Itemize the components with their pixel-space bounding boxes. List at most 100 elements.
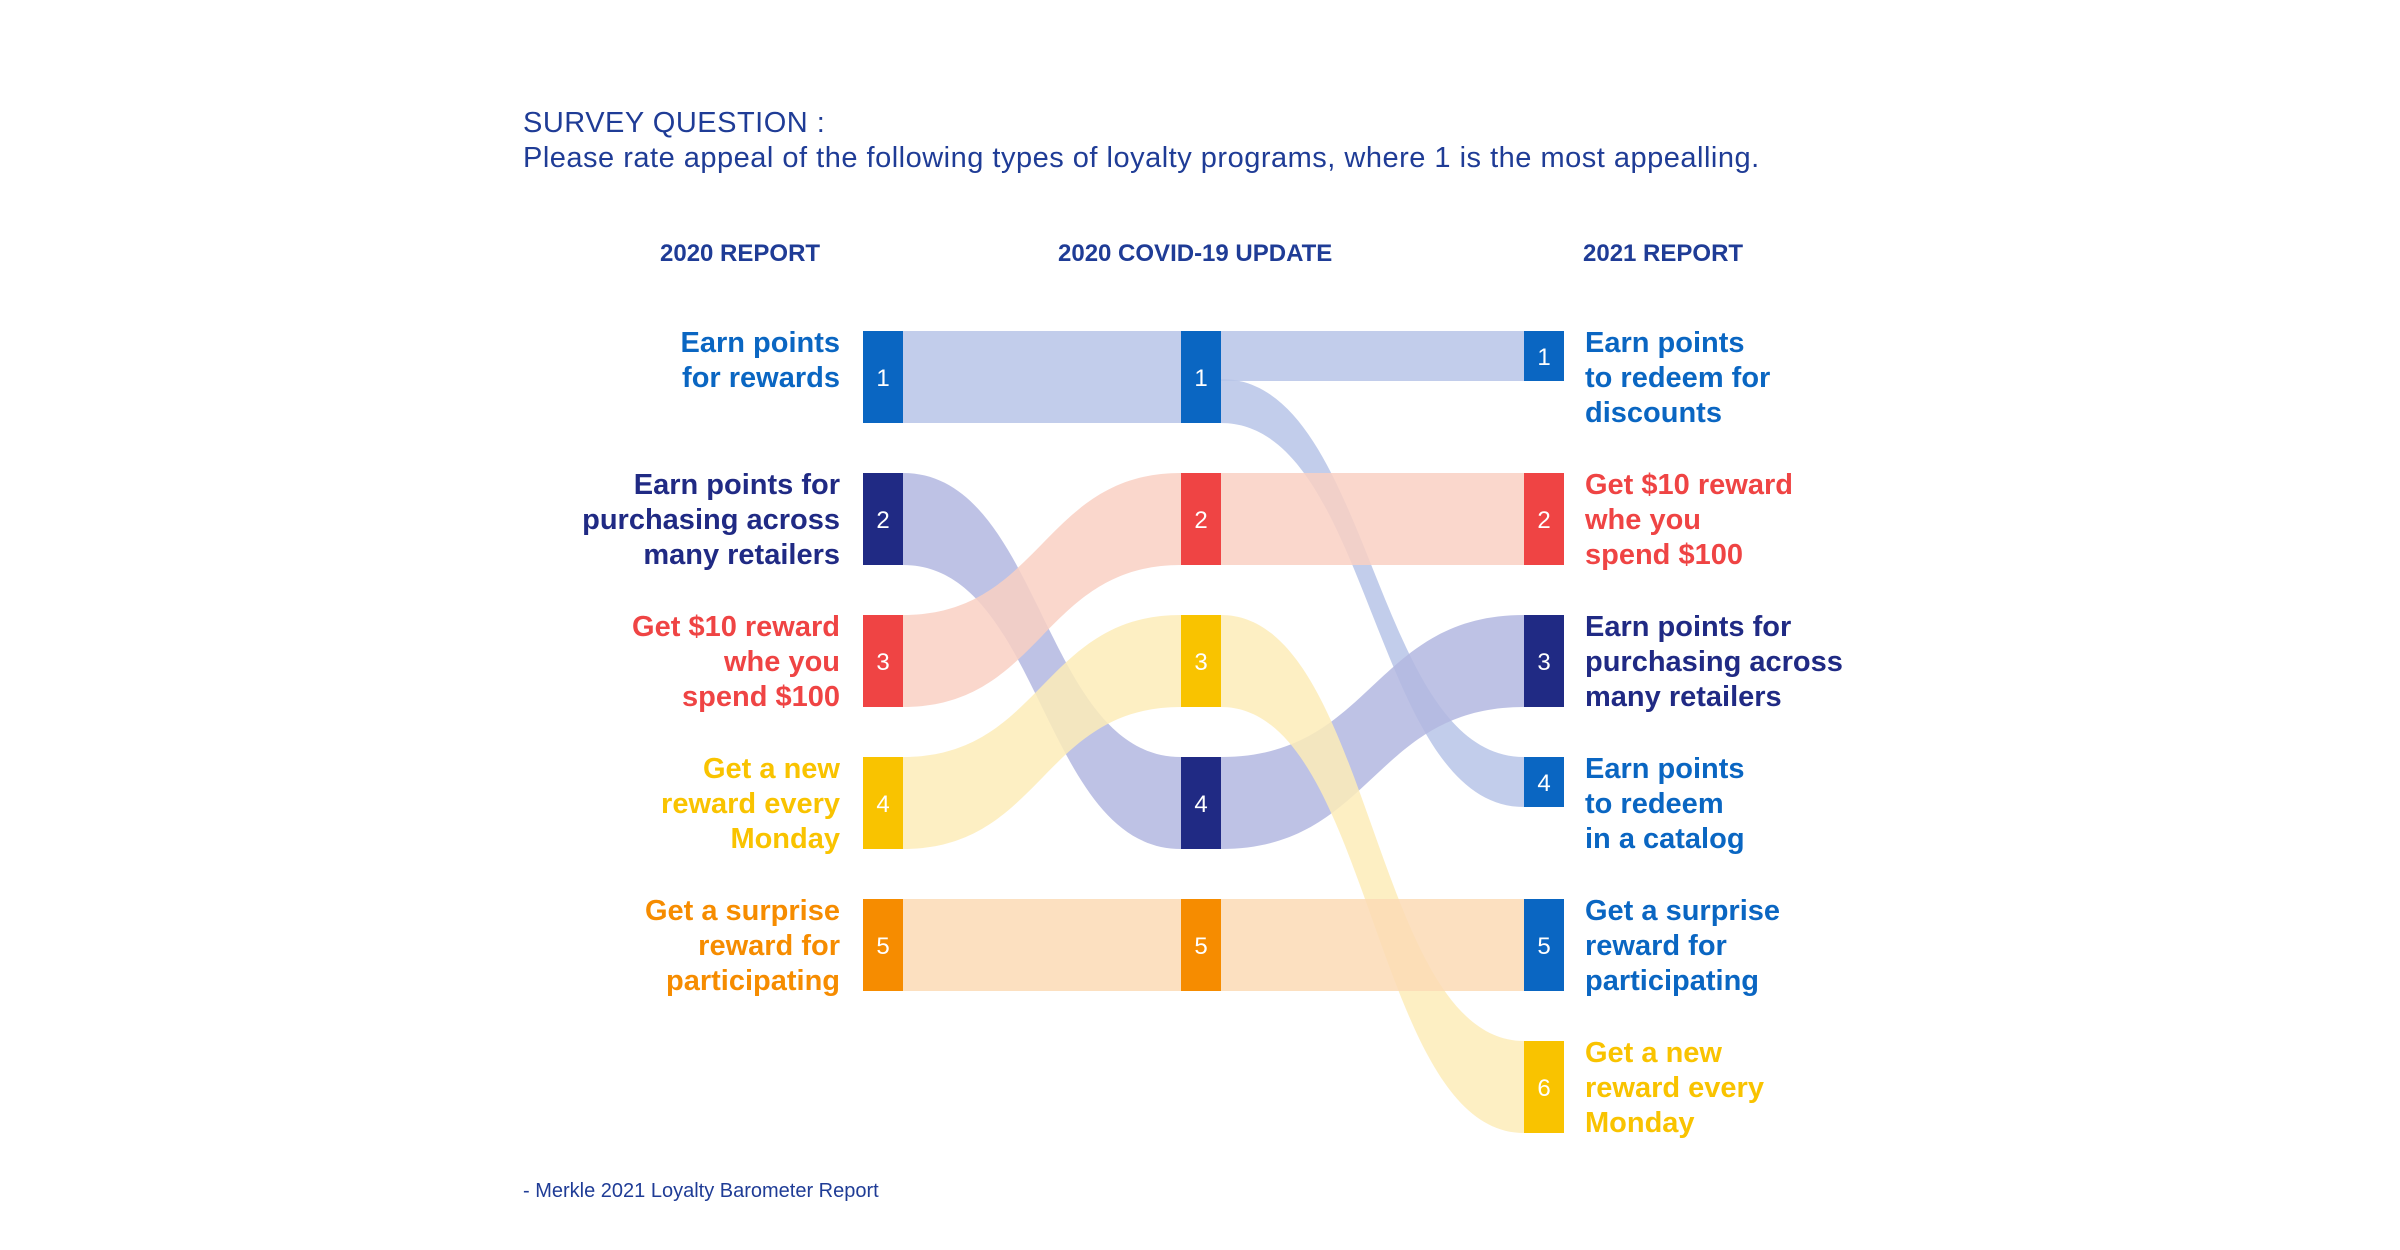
- flow-covid-1-to-2021-1: [1221, 331, 1524, 381]
- flow-2020-3-to-covid-2: [903, 473, 1181, 707]
- right-rank-5-label-line: participating: [1585, 965, 1760, 997]
- right-rank-1-label-line: Earn points: [1585, 327, 1745, 359]
- left-rank-3-label-line: whe you: [723, 646, 840, 678]
- middle-rank-4-bar: [1181, 757, 1221, 849]
- right-rank-1-bar: [1524, 331, 1564, 381]
- right-rank-3-label-line: Earn points for: [1585, 611, 1792, 643]
- left-rank-1-bar: [863, 331, 903, 423]
- left-rank-3-node: 3: [863, 615, 903, 707]
- left-rank-3-label: Get $10 reward whe you spend $100: [632, 610, 840, 715]
- right-rank-3-number: 3: [1537, 649, 1550, 676]
- left-rank-5-label: Get a surprise reward for participating: [645, 894, 840, 999]
- right-rank-3-label-line: many retailers: [1585, 681, 1782, 713]
- right-rank-3-bar: [1524, 615, 1564, 707]
- left-rank-4-label: Get a new reward every Monday: [661, 752, 840, 857]
- right-rank-6-bar: [1524, 1041, 1564, 1133]
- middle-rank-1-bar: [1181, 331, 1221, 423]
- left-rank-5-node: 5: [863, 899, 903, 991]
- right-rank-6-label-line: reward every: [1585, 1072, 1764, 1104]
- middle-rank-2-node: 2: [1181, 473, 1221, 565]
- middle-rank-2-bar: [1181, 473, 1221, 565]
- column-header-2021-report: 2021 REPORT: [1583, 240, 1744, 267]
- right-rank-6-node: 6: [1524, 1041, 1564, 1133]
- left-rank-1-number: 1: [876, 365, 889, 392]
- right-rank-4-bar: [1524, 757, 1564, 807]
- middle-rank-1-node: 1: [1181, 331, 1221, 423]
- right-rank-5-bar: [1524, 899, 1564, 991]
- right-rank-1-label-line: to redeem for: [1585, 362, 1771, 394]
- right-rank-3-node: 3: [1524, 615, 1564, 707]
- right-rank-2-node: 2: [1524, 473, 1564, 565]
- middle-rank-4-node: 4: [1181, 757, 1221, 849]
- right-rank-1-label-line: discounts: [1585, 397, 1722, 429]
- right-rank-5-label-line: reward for: [1585, 930, 1727, 962]
- right-rank-5-node: 5: [1524, 899, 1564, 991]
- middle-rank-5-number: 5: [1194, 933, 1207, 960]
- right-rank-2-label-line: Get $10 reward: [1585, 469, 1793, 501]
- right-rank-5-label-line: Get a surprise: [1585, 895, 1781, 927]
- left-rank-5-label-line: reward for: [698, 930, 840, 962]
- left-rank-2-label-line: Earn points for: [633, 469, 840, 501]
- flow-covid-4-to-2021-3: [1221, 615, 1524, 849]
- left-rank-2-label: Earn points for purchasing across many ret…: [582, 468, 840, 573]
- left-rank-4-number: 4: [876, 791, 889, 818]
- right-rank-4-node: 4: [1524, 757, 1564, 807]
- right-rank-1-number: 1: [1537, 344, 1550, 371]
- flow-layer: [903, 331, 1524, 1133]
- left-rank-3-label-line: spend $100: [682, 681, 840, 713]
- flow-2020-5-to-covid-5: [903, 899, 1181, 991]
- right-rank-3-label: Earn points for purchasing across many ret…: [1585, 610, 1843, 715]
- right-rank-1-node: 1: [1524, 331, 1564, 381]
- middle-rank-5-bar: [1181, 899, 1221, 991]
- right-rank-1-label: Earn points to redeem for discounts: [1585, 326, 1770, 431]
- right-rank-6-label-line: Monday: [1585, 1107, 1695, 1139]
- middle-rank-3-number: 3: [1194, 649, 1207, 676]
- left-rank-3-label-line: Get $10 reward: [632, 611, 840, 643]
- right-rank-4-label-line: to redeem: [1585, 788, 1724, 820]
- left-rank-5-bar: [863, 899, 903, 991]
- right-rank-5-number: 5: [1537, 933, 1550, 960]
- survey-label: SURVEY QUESTION :: [523, 107, 826, 139]
- left-rank-4-label-line: reward every: [661, 788, 840, 820]
- right-rank-4-label-line: Earn points: [1585, 753, 1745, 785]
- left-rank-1-label-line: for rewards: [682, 362, 840, 394]
- left-rank-4-bar: [863, 757, 903, 849]
- left-rank-1-label: Earn points for rewards: [680, 326, 840, 396]
- left-rank-4-label-line: Get a new: [703, 753, 840, 785]
- middle-rank-5-node: 5: [1181, 899, 1221, 991]
- left-rank-2-label-line: purchasing across: [582, 504, 840, 536]
- middle-rank-1-number: 1: [1194, 365, 1207, 392]
- right-rank-5-label: Get a surprise reward for participating: [1585, 894, 1780, 999]
- left-rank-2-number: 2: [876, 507, 889, 534]
- left-rank-4-node: 4: [863, 757, 903, 849]
- left-rank-2-label-line: many retailers: [643, 539, 840, 571]
- right-rank-2-label-line: whe you: [1585, 504, 1702, 536]
- right-rank-4-number: 4: [1537, 770, 1550, 797]
- flow-covid-3-to-2021-6: [1221, 615, 1524, 1133]
- left-rank-5-label-line: participating: [665, 965, 840, 997]
- source-note: - Merkle 2021 Loyalty Barometer Report: [523, 1180, 879, 1202]
- middle-rank-2-number: 2: [1194, 507, 1207, 534]
- right-rank-2-label: Get $10 reward whe you spend $100: [1585, 468, 1793, 573]
- right-rank-6-number: 6: [1537, 1075, 1550, 1102]
- column-header-2020-report: 2020 REPORT: [660, 240, 821, 267]
- middle-rank-3-bar: [1181, 615, 1221, 707]
- right-rank-4-label: Earn points to redeem in a catalog: [1585, 752, 1745, 857]
- survey-question-text: Please rate appeal of the following type…: [523, 142, 1760, 174]
- column-header-covid-update: 2020 COVID-19 UPDATE: [1058, 240, 1333, 267]
- flow-2020-4-to-covid-3: [903, 615, 1181, 849]
- flow-covid-1-to-2021-4: [1221, 379, 1524, 807]
- node-layer: 1 2 3 4 5 1 2 3 4 5 1 2 3 4 5 6: [863, 331, 1564, 1133]
- right-rank-3-label-line: purchasing across: [1585, 646, 1843, 678]
- right-rank-6-label-line: Get a new: [1585, 1037, 1722, 1069]
- right-rank-2-number: 2: [1537, 507, 1550, 534]
- left-rank-3-number: 3: [876, 649, 889, 676]
- left-rank-1-label-line: Earn points: [680, 327, 840, 359]
- left-rank-5-number: 5: [876, 933, 889, 960]
- right-rank-6-label: Get a new reward every Monday: [1585, 1036, 1764, 1141]
- right-rank-2-bar: [1524, 473, 1564, 565]
- left-rank-3-bar: [863, 615, 903, 707]
- right-rank-2-label-line: spend $100: [1585, 539, 1743, 571]
- flow-covid-2-to-2021-2: [1221, 473, 1524, 565]
